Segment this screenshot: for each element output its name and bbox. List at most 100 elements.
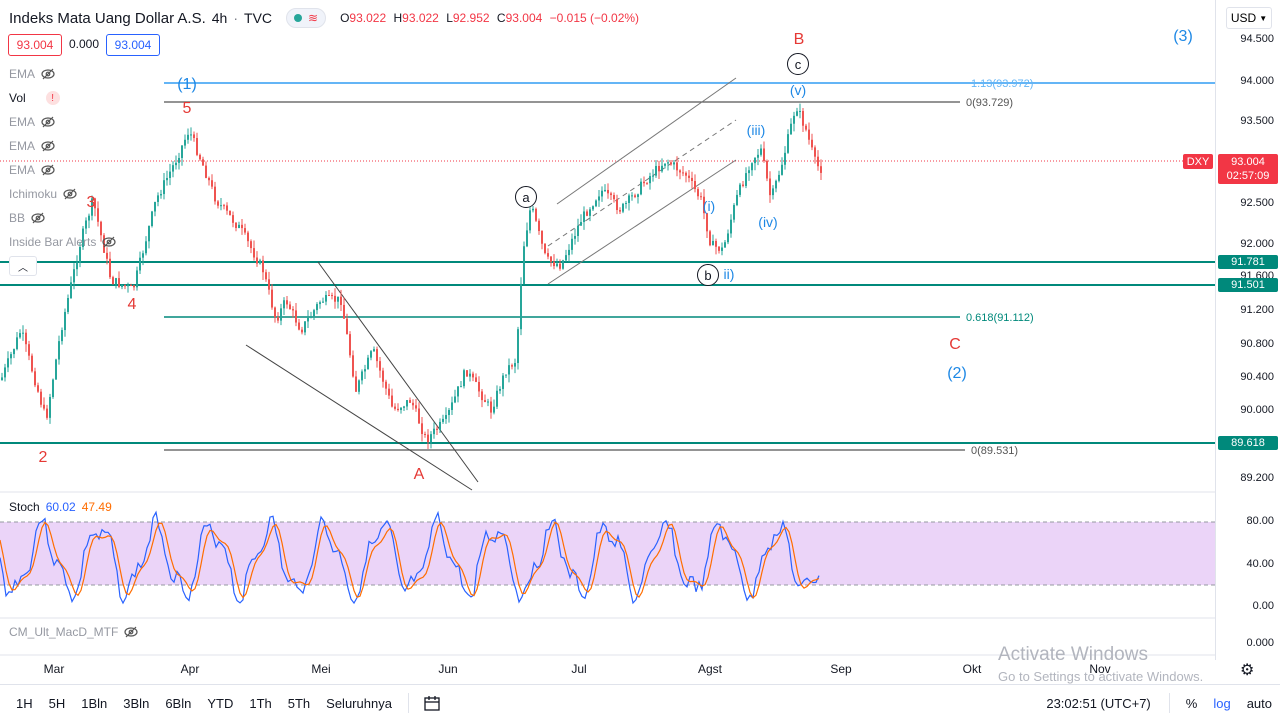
indicator-ema-4[interactable]: EMA xyxy=(9,161,55,179)
buy-price-box[interactable]: 93.004 xyxy=(106,34,160,56)
candle-body xyxy=(214,186,216,202)
candle-body xyxy=(568,249,570,256)
auto-toggle[interactable]: auto xyxy=(1246,695,1272,711)
range-1th[interactable]: 1Th xyxy=(249,695,272,711)
percent-toggle[interactable]: % xyxy=(1185,695,1198,711)
candle-body xyxy=(679,170,681,173)
indicator-ema-3[interactable]: EMA xyxy=(9,137,55,155)
eye-off-icon[interactable] xyxy=(102,236,116,248)
interval-label[interactable]: 4h xyxy=(211,10,228,26)
currency-select[interactable]: USD ▼ xyxy=(1226,7,1272,29)
fib-label-0618: 0.618(91.112) xyxy=(966,312,1034,324)
candle-body xyxy=(1,377,3,380)
wave-label-v: (v) xyxy=(789,82,807,98)
eye-off-icon[interactable] xyxy=(63,188,77,200)
candle-body xyxy=(211,180,213,187)
candle-body xyxy=(346,318,348,335)
range-3bln[interactable]: 3Bln xyxy=(123,695,150,711)
candle-body xyxy=(682,172,684,174)
candle-body xyxy=(745,173,747,186)
range-6bln[interactable]: 6Bln xyxy=(165,695,192,711)
eye-off-icon[interactable] xyxy=(124,626,138,638)
candle-body xyxy=(250,241,252,249)
eye-off-icon[interactable] xyxy=(41,68,55,80)
settings-gear-icon[interactable]: ⚙ xyxy=(1240,662,1255,679)
wave-label-B: B xyxy=(793,31,805,48)
candle-body xyxy=(241,224,243,229)
collapse-indicators-button[interactable]: ︿ xyxy=(9,256,37,276)
candle-body xyxy=(490,401,492,413)
candle-body xyxy=(631,195,633,197)
candle-body xyxy=(628,195,630,203)
eye-off-icon[interactable] xyxy=(41,164,55,176)
indicator-ema-2[interactable]: EMA xyxy=(9,113,55,131)
candle-body xyxy=(709,231,711,246)
stoch-legend[interactable]: Stoch 60.02 47.49 xyxy=(9,500,112,514)
candle-body xyxy=(262,260,264,273)
calendar-range-icon[interactable] xyxy=(423,695,441,711)
range-5th[interactable]: 5Th xyxy=(287,695,311,711)
clock-time[interactable]: 23:02:51 (UTC+7) xyxy=(1046,695,1151,711)
candle-body xyxy=(85,220,87,229)
candle-body xyxy=(220,205,222,207)
indicator-inside-bar[interactable]: Inside Bar Alerts xyxy=(9,233,116,251)
indicator-ema-1[interactable]: EMA xyxy=(9,65,55,83)
candle-body xyxy=(373,349,375,352)
stoch-band xyxy=(0,522,1216,585)
candle-body xyxy=(340,296,342,305)
range-all[interactable]: Seluruhnya xyxy=(326,695,392,711)
price-chart[interactable] xyxy=(0,0,1216,660)
fib-label-0-top: 0(93.729) xyxy=(966,97,1014,109)
eye-off-icon[interactable] xyxy=(41,140,55,152)
candle-body xyxy=(337,296,339,302)
wave-label-b: b xyxy=(697,264,719,286)
candles xyxy=(1,103,822,449)
candle-body xyxy=(424,433,426,435)
candle-body xyxy=(364,369,366,372)
stoch-d-line xyxy=(0,521,820,599)
candle-body xyxy=(445,415,447,419)
status-pill[interactable]: ≋ xyxy=(286,8,327,28)
candle-body xyxy=(247,232,249,242)
candle-body xyxy=(697,189,699,197)
indicator-bb[interactable]: BB xyxy=(9,209,45,227)
macd-legend[interactable]: CM_Ult_MacD_MTF xyxy=(9,625,138,639)
x-label-mar: Mar xyxy=(43,662,65,676)
price-axis[interactable]: 94.500 94.000 93.500 92.500 92.000 91.20… xyxy=(1215,0,1280,660)
candle-body xyxy=(508,365,510,375)
candle-body xyxy=(160,194,162,196)
candle-body xyxy=(166,177,168,181)
log-toggle[interactable]: log xyxy=(1213,695,1231,711)
range-5h[interactable]: 5H xyxy=(48,695,66,711)
candle-body xyxy=(571,238,573,250)
candle-body xyxy=(454,396,456,403)
candle-body xyxy=(28,344,30,356)
candle-body xyxy=(295,310,297,323)
candle-body xyxy=(667,162,669,164)
candle-body xyxy=(727,233,729,243)
range-1h[interactable]: 1H xyxy=(16,695,33,711)
indicator-ichimoku[interactable]: Ichimoku xyxy=(9,185,77,203)
range-1bln[interactable]: 1Bln xyxy=(81,695,108,711)
candle-body xyxy=(634,195,636,197)
spread-value: 0.000 xyxy=(68,37,100,51)
candle-body xyxy=(742,184,744,186)
eye-off-icon[interactable] xyxy=(41,116,55,128)
candle-body xyxy=(616,199,618,211)
candle-body xyxy=(7,358,9,368)
warning-icon[interactable]: ! xyxy=(45,91,60,105)
level-label-91501: 91.501 xyxy=(1218,278,1278,292)
range-ytd[interactable]: YTD xyxy=(207,695,234,711)
eye-off-icon[interactable] xyxy=(31,212,45,224)
indicator-vol[interactable]: Vol! xyxy=(9,89,60,107)
sell-price-box[interactable]: 93.004 xyxy=(8,34,62,56)
candle-body xyxy=(577,225,579,237)
symbol-header[interactable]: Indeks Mata Uang Dollar A.S. 4h · TVC ≋ … xyxy=(9,8,640,28)
candle-body xyxy=(310,316,312,318)
candle-body xyxy=(388,388,390,396)
fib-label-113: 1.13(93.972) xyxy=(971,78,1034,90)
x-label-apr: Apr xyxy=(180,662,200,676)
candle-body xyxy=(775,180,777,189)
candle-body xyxy=(556,263,558,267)
candle-body xyxy=(808,129,810,140)
